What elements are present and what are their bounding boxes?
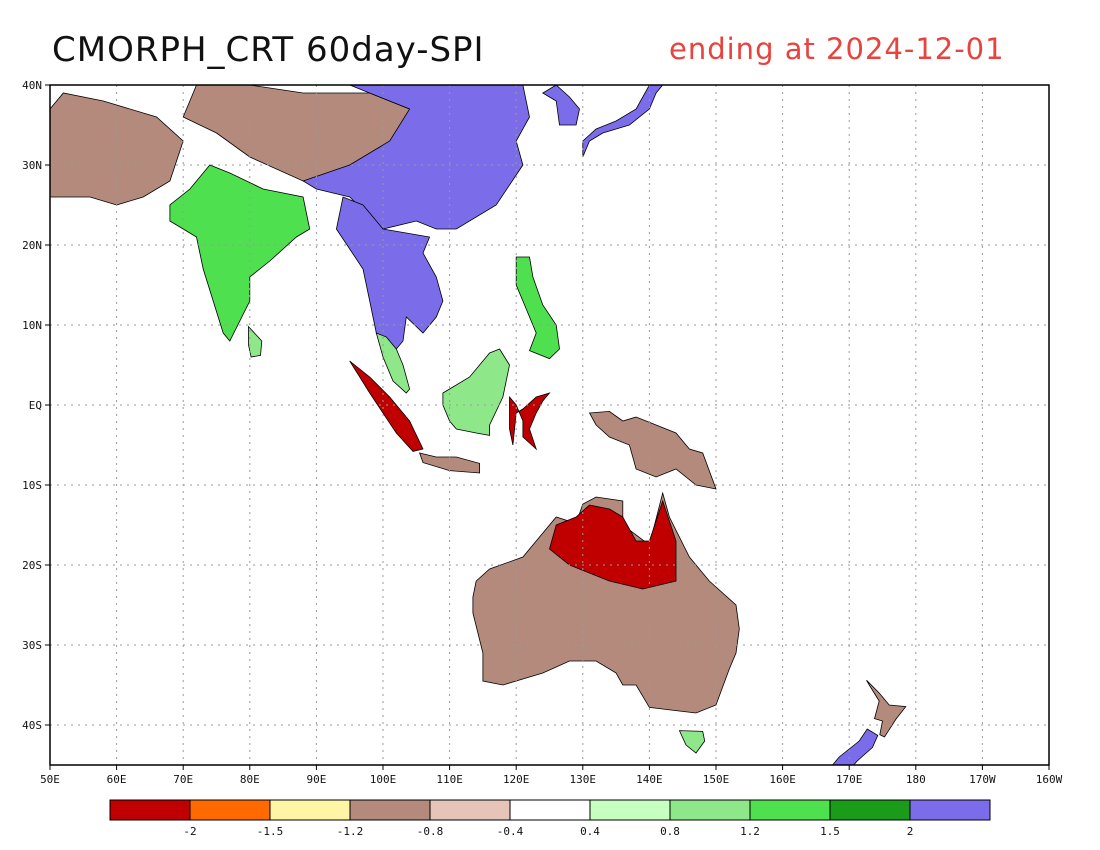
lat-label: 30N [22, 159, 42, 172]
legend-label: -2 [183, 825, 196, 838]
legend-label: -0.4 [497, 825, 524, 838]
map-frame [49, 84, 1050, 766]
lon-label: 50E [40, 773, 60, 786]
legend-swatch [349, 799, 431, 821]
legend-swatch [189, 799, 271, 821]
region-philippines [515, 256, 560, 360]
legend-label: 0.4 [580, 825, 600, 838]
lon-label: 70E [173, 773, 193, 786]
lon-label: 170E [836, 773, 863, 786]
region-new-guinea [588, 410, 717, 490]
region-sri-lanka [248, 325, 263, 358]
lat-label: 40S [22, 719, 42, 732]
date-subtitle: ending at 2024-12-01 [669, 32, 1005, 66]
lon-label: 90E [306, 773, 326, 786]
lon-label: 160E [769, 773, 796, 786]
region-korea [542, 85, 580, 126]
lat-label: EQ [29, 399, 42, 412]
region-east-china [302, 85, 530, 230]
region-borneo [442, 348, 510, 436]
region-tasmania [678, 730, 706, 754]
lon-label: 120E [503, 773, 530, 786]
lat-label: 10S [22, 479, 42, 492]
legend-swatch [509, 799, 591, 821]
region-sulawesi [509, 392, 551, 451]
region-japan [582, 85, 664, 158]
legend-swatch [589, 799, 671, 821]
legend-swatch [829, 799, 911, 821]
lon-label: 180 [906, 773, 926, 786]
lon-label: 80E [240, 773, 260, 786]
region-sumatra [349, 360, 424, 452]
lon-label: 140E [636, 773, 663, 786]
lat-label: 30S [22, 639, 42, 652]
legend-label: -1.5 [257, 825, 284, 838]
legend-label: 2 [907, 825, 914, 838]
legend-swatch [749, 799, 831, 821]
gridlines [50, 84, 1049, 765]
region-india [169, 164, 311, 342]
lon-label: 60E [107, 773, 127, 786]
lon-label: 110E [436, 773, 463, 786]
lon-label: 130E [570, 773, 597, 786]
lat-label: 10N [22, 319, 42, 332]
colorbar-legend: -2 -1.5 -1.2 -0.8 -0.4 0.4 0.8 1.2 1.5 2 [109, 799, 991, 838]
lat-label: 20S [22, 559, 42, 572]
legend-label: 1.2 [740, 825, 760, 838]
legend-swatch [429, 799, 511, 821]
legend-swatch [909, 799, 991, 821]
latitude-labels: 40N 30N 20N 10N EQ 10S 20S 30S 40S [22, 79, 50, 732]
legend-label: 0.8 [660, 825, 680, 838]
legend-swatch [109, 799, 191, 821]
region-new-zealand-south [832, 728, 879, 765]
legend-label: -1.2 [337, 825, 364, 838]
region-north-australia-drought [549, 499, 677, 590]
legend-swatch [669, 799, 751, 821]
lat-label: 40N [22, 79, 42, 92]
legend-label: 1.5 [820, 825, 840, 838]
land-regions [50, 85, 907, 765]
region-new-zealand-north [866, 679, 907, 738]
region-malay-peninsula [375, 332, 411, 394]
legend-swatch [269, 799, 351, 821]
lon-label: 100E [370, 773, 397, 786]
longitude-labels: 50E 60E 70E 80E 90E 100E 110E 120E 130E 140E 150E 1… [40, 765, 1063, 786]
lon-label: 160W [1036, 773, 1063, 786]
legend-label: -0.8 [417, 825, 444, 838]
lat-label: 20N [22, 239, 42, 252]
lon-label: 170W [969, 773, 996, 786]
lon-label: 150E [703, 773, 730, 786]
chart-title: CMORPH_CRT 60day-SPI [52, 30, 485, 70]
